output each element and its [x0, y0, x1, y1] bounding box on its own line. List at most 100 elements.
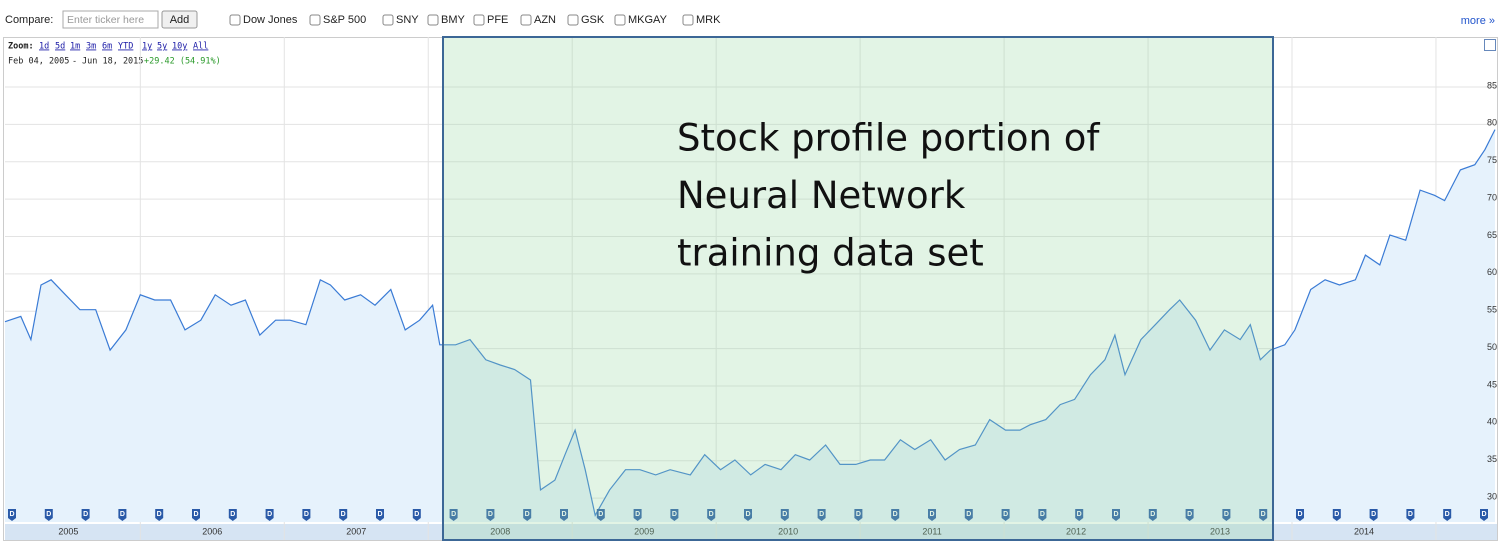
checkbox[interactable]	[427, 14, 439, 26]
news-flag[interactable]	[486, 509, 495, 521]
news-flag[interactable]	[523, 509, 532, 521]
checkbox-label: MRK	[696, 14, 721, 26]
news-flag[interactable]	[302, 509, 311, 521]
zoom-label: Zoom:	[8, 42, 34, 52]
news-flag[interactable]	[81, 509, 90, 521]
news-flag[interactable]	[376, 509, 384, 521]
training-region	[442, 36, 1274, 541]
news-flag[interactable]	[780, 509, 789, 521]
y-tick-label: 40	[1487, 417, 1497, 427]
news-flag[interactable]	[1075, 509, 1084, 521]
y-tick-label: 45	[1487, 379, 1497, 389]
zoom-link[interactable]: 5d	[55, 42, 65, 52]
news-flag[interactable]	[964, 509, 973, 521]
zoom-link[interactable]: 1y	[142, 42, 152, 52]
news-flag-label: D	[1408, 511, 1413, 518]
news-flag-label: D	[1481, 511, 1486, 518]
news-flag-label: D	[488, 511, 493, 518]
news-flag[interactable]	[449, 509, 458, 521]
news-flag[interactable]	[1406, 509, 1415, 521]
news-flag[interactable]	[1443, 509, 1452, 521]
zoom-link[interactable]: All	[193, 42, 208, 52]
checkbox[interactable]	[567, 14, 579, 26]
news-flag[interactable]	[339, 509, 348, 521]
news-flag-label: D	[1445, 511, 1450, 518]
news-flag-label: D	[1297, 511, 1302, 518]
x-tick-label: 2011	[922, 526, 941, 536]
news-flag[interactable]	[1332, 509, 1341, 521]
y-tick-label: 50	[1487, 342, 1497, 352]
line	[4, 129, 1496, 517]
ticker-input[interactable]	[62, 10, 159, 29]
news-flag[interactable]	[192, 509, 200, 521]
news-flag[interactable]	[596, 509, 605, 521]
news-flag-label: D	[1224, 511, 1229, 518]
news-flag[interactable]	[228, 509, 237, 521]
news-flag[interactable]	[1222, 509, 1231, 521]
news-flag[interactable]	[560, 509, 568, 521]
news-flag[interactable]	[670, 509, 679, 521]
annotation: training data set	[677, 232, 984, 275]
news-flag[interactable]	[817, 509, 826, 521]
news-flag-label: D	[893, 511, 898, 518]
news-flag-label: D	[230, 511, 235, 518]
news-flag-label: D	[598, 511, 603, 518]
news-flag[interactable]	[44, 509, 53, 521]
news-flag[interactable]	[1112, 509, 1120, 521]
y-tick-label: 85	[1487, 80, 1497, 90]
news-flag[interactable]	[265, 509, 274, 521]
zoom-link[interactable]: YTD	[118, 42, 133, 52]
news-flag-label: D	[267, 511, 272, 518]
news-flag[interactable]	[1259, 509, 1268, 521]
news-flag-label: D	[745, 511, 750, 518]
news-flag[interactable]	[412, 509, 421, 521]
checkbox-label: GSK	[581, 14, 605, 26]
news-flag[interactable]	[1185, 509, 1194, 521]
zoom-link[interactable]: 1m	[70, 42, 80, 52]
checkbox[interactable]	[382, 14, 394, 26]
zoom-link[interactable]: 6m	[102, 42, 112, 52]
news-flag-label: D	[1187, 511, 1192, 518]
news-flag[interactable]	[891, 509, 900, 521]
news-flag-label: D	[414, 511, 419, 518]
checkbox[interactable]	[520, 14, 532, 26]
y-tick-label: 70	[1487, 192, 1497, 202]
news-flag[interactable]	[1296, 509, 1304, 521]
news-flag[interactable]	[744, 509, 752, 521]
zoom-link[interactable]: 1d	[39, 42, 49, 52]
annotation: Stock profile portion of	[677, 117, 1100, 160]
zoom-link[interactable]: 3m	[86, 42, 96, 52]
checkbox-label: Dow Jones	[243, 14, 298, 26]
news-flag[interactable]	[118, 509, 127, 521]
checkbox-label: PFE	[487, 14, 508, 26]
news-flag[interactable]	[633, 509, 642, 521]
news-flag-label: D	[819, 511, 824, 518]
news-flag[interactable]	[1148, 509, 1157, 521]
checkbox-label: AZN	[534, 14, 556, 26]
news-flag[interactable]	[1369, 509, 1378, 521]
checkbox[interactable]	[614, 14, 626, 26]
checkbox[interactable]	[473, 14, 485, 26]
collapse-icon[interactable]	[1484, 39, 1496, 51]
zoom-link[interactable]: 10y	[172, 42, 187, 52]
checkbox[interactable]	[682, 14, 694, 26]
checkbox-label: SNY	[396, 14, 419, 26]
news-flag-label: D	[709, 511, 714, 518]
news-flag-label: D	[525, 511, 530, 518]
news-flag[interactable]	[1001, 509, 1010, 521]
add-button[interactable]	[161, 10, 198, 29]
news-flag-label: D	[451, 511, 456, 518]
checkbox[interactable]	[229, 14, 241, 26]
checkbox[interactable]	[309, 14, 321, 26]
news-flag[interactable]	[707, 509, 716, 521]
news-flag[interactable]	[1480, 509, 1488, 521]
news-flag[interactable]	[928, 509, 936, 521]
y-tick-label: 35	[1487, 454, 1497, 464]
zoom-link[interactable]: 5y	[157, 42, 167, 52]
news-flag[interactable]	[1038, 509, 1047, 521]
news-flag[interactable]	[8, 509, 16, 521]
news-flag[interactable]	[155, 509, 164, 521]
news-flag[interactable]	[854, 509, 863, 521]
more-link[interactable]: more »	[1461, 15, 1495, 27]
